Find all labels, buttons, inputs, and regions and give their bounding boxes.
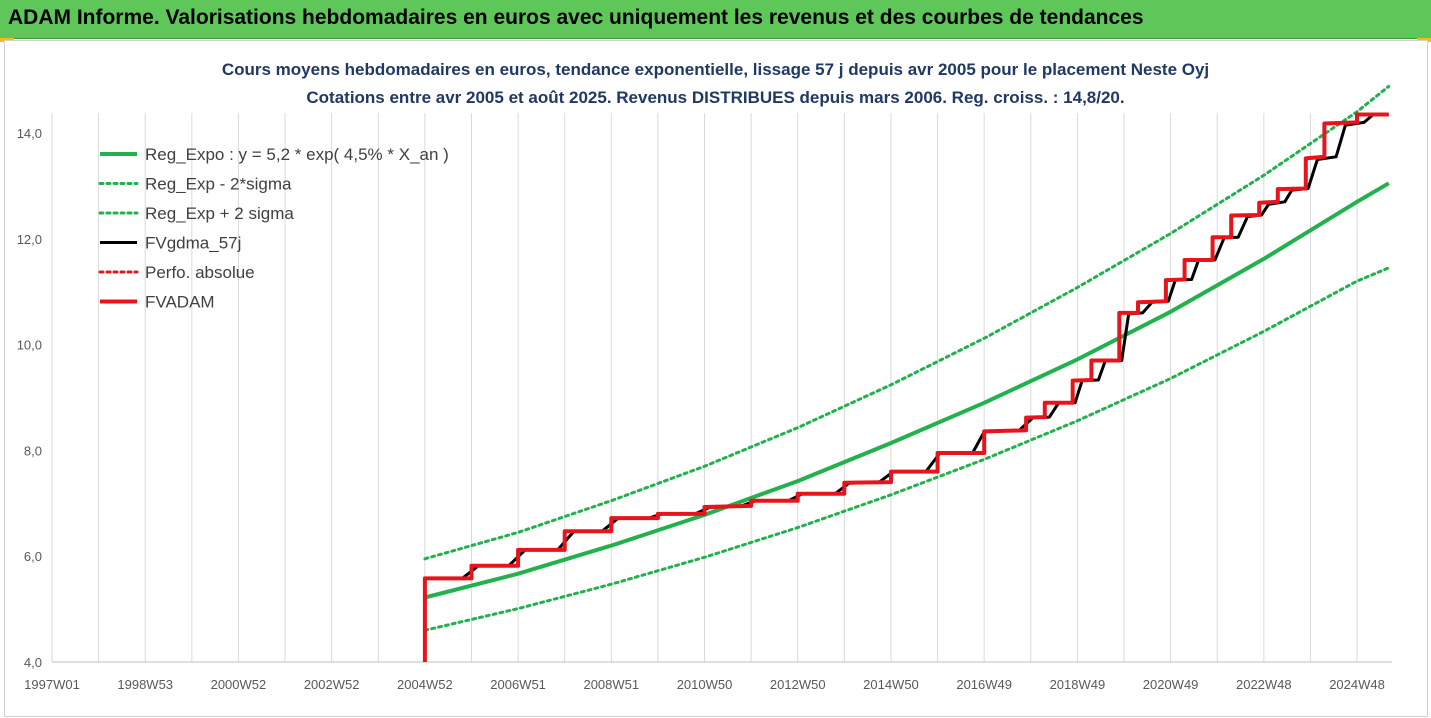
x-tick-label: 2008W51 [583, 677, 639, 692]
legend-label: FVgdma_57j [145, 234, 241, 253]
axes: 4,0 6,0 8,0 10,0 12,0 14,0 1997W01 1998W53 2000W… [17, 126, 1392, 692]
y-tick-label: 6,0 [24, 549, 42, 564]
x-tick-label: 2014W50 [863, 677, 919, 692]
series-line [423, 84, 1391, 561]
x-tick-label: 2016W49 [956, 677, 1012, 692]
series-line [423, 266, 1391, 632]
y-tick-label: 4,0 [24, 655, 42, 670]
y-tick-label: 12,0 [17, 232, 42, 247]
chart-title: Cours moyens hebdomadaires en euros, ten… [221, 60, 1210, 79]
series-line [424, 181, 1390, 600]
grid-lines [51, 113, 1358, 662]
report-banner: ADAM Informe. Valorisations hebdomadaire… [0, 0, 1431, 39]
x-tick-label: 2012W50 [770, 677, 826, 692]
y-tick-label: 14,0 [17, 126, 42, 141]
x-tick-label: 2006W51 [490, 677, 546, 692]
y-tick-label: 10,0 [17, 338, 42, 353]
y-tick-label: 8,0 [24, 443, 42, 458]
x-tick-label: 2024W48 [1329, 677, 1385, 692]
x-tick-label: 2020W49 [1143, 677, 1199, 692]
legend-label: Perfo. absolue [145, 263, 255, 282]
legend-label: Reg_Exp - 2*sigma [145, 175, 292, 194]
chart-panel [4, 40, 1428, 717]
legend: Reg_Expo : y = 5,2 * exp( 4,5% * X_an ) R… [98, 145, 449, 312]
x-tick-label: 2002W52 [304, 677, 360, 692]
x-tick-label: 2022W48 [1236, 677, 1292, 692]
legend-label: Reg_Expo : y = 5,2 * exp( 4,5% * X_an ) [145, 145, 449, 164]
x-tick-label: 2004W52 [397, 677, 453, 692]
x-tick-label: 2010W50 [677, 677, 733, 692]
legend-label: FVADAM [145, 293, 215, 312]
chart-subtitle: Cotations entre avr 2005 et août 2025. R… [306, 88, 1125, 107]
series-lines [422, 84, 1391, 662]
series-line [427, 113, 1389, 580]
x-tick-label: 2000W52 [211, 677, 267, 692]
legend-label: Reg_Exp + 2 sigma [145, 204, 294, 223]
report-title: ADAM Informe. Valorisations hebdomadaire… [8, 6, 1144, 29]
series-line [422, 112, 1389, 662]
x-tick-label: 2018W49 [1050, 677, 1106, 692]
x-tick-label: 1998W53 [117, 677, 173, 692]
x-tick-label: 1997W01 [24, 677, 80, 692]
